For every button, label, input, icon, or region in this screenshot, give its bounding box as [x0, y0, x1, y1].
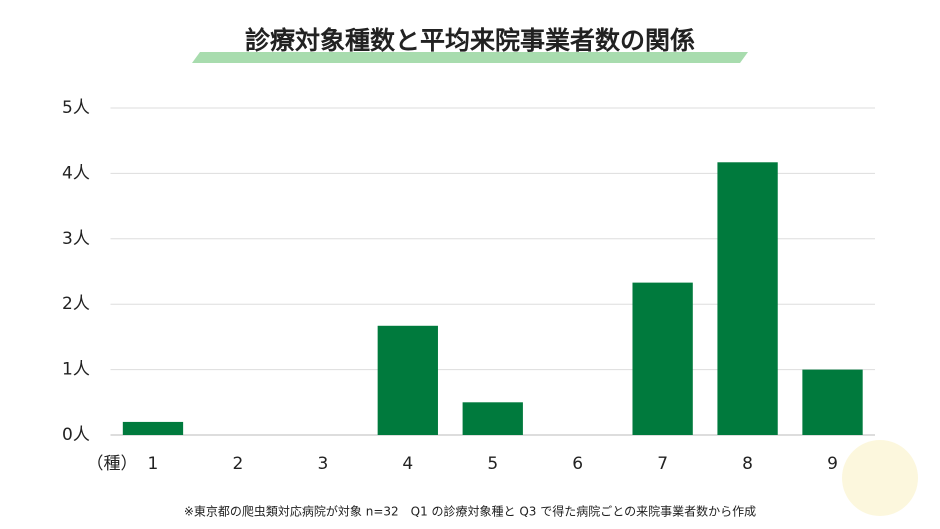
y-tick-label: 5人: [62, 98, 90, 118]
x-tick-label: 3: [317, 454, 328, 474]
x-tick-label: 6: [572, 454, 583, 474]
x-tick-label: 8: [742, 454, 753, 474]
bar: [632, 282, 693, 435]
x-axis-label: （種）: [87, 454, 138, 474]
title-highlight: [192, 52, 748, 63]
x-tick-label: 9: [827, 454, 838, 474]
x-tick-label: 5: [487, 454, 498, 474]
y-tick-label: 0人: [62, 425, 90, 445]
logo: [842, 440, 918, 516]
y-tick-label: 4人: [62, 163, 90, 183]
y-tick-label: 2人: [62, 294, 90, 314]
y-tick-label: 3人: [62, 229, 90, 249]
bar: [122, 421, 184, 435]
y-tick-label: 1人: [62, 360, 90, 380]
x-tick-label: 4: [402, 454, 413, 474]
bar: [377, 325, 438, 435]
bar: [462, 402, 523, 435]
x-tick-label: 7: [657, 454, 668, 474]
x-tick-label: 1: [148, 454, 159, 474]
footnote: ※東京都の爬虫類対応病院が対象 n=32 Q1 の診療対象種と Q3 で得た病院…: [184, 504, 756, 519]
bar: [717, 162, 778, 436]
chart-title: 診療対象種数と平均来院事業者数の関係: [245, 26, 695, 55]
bar: [802, 369, 863, 435]
x-tick-label: 2: [233, 454, 244, 474]
